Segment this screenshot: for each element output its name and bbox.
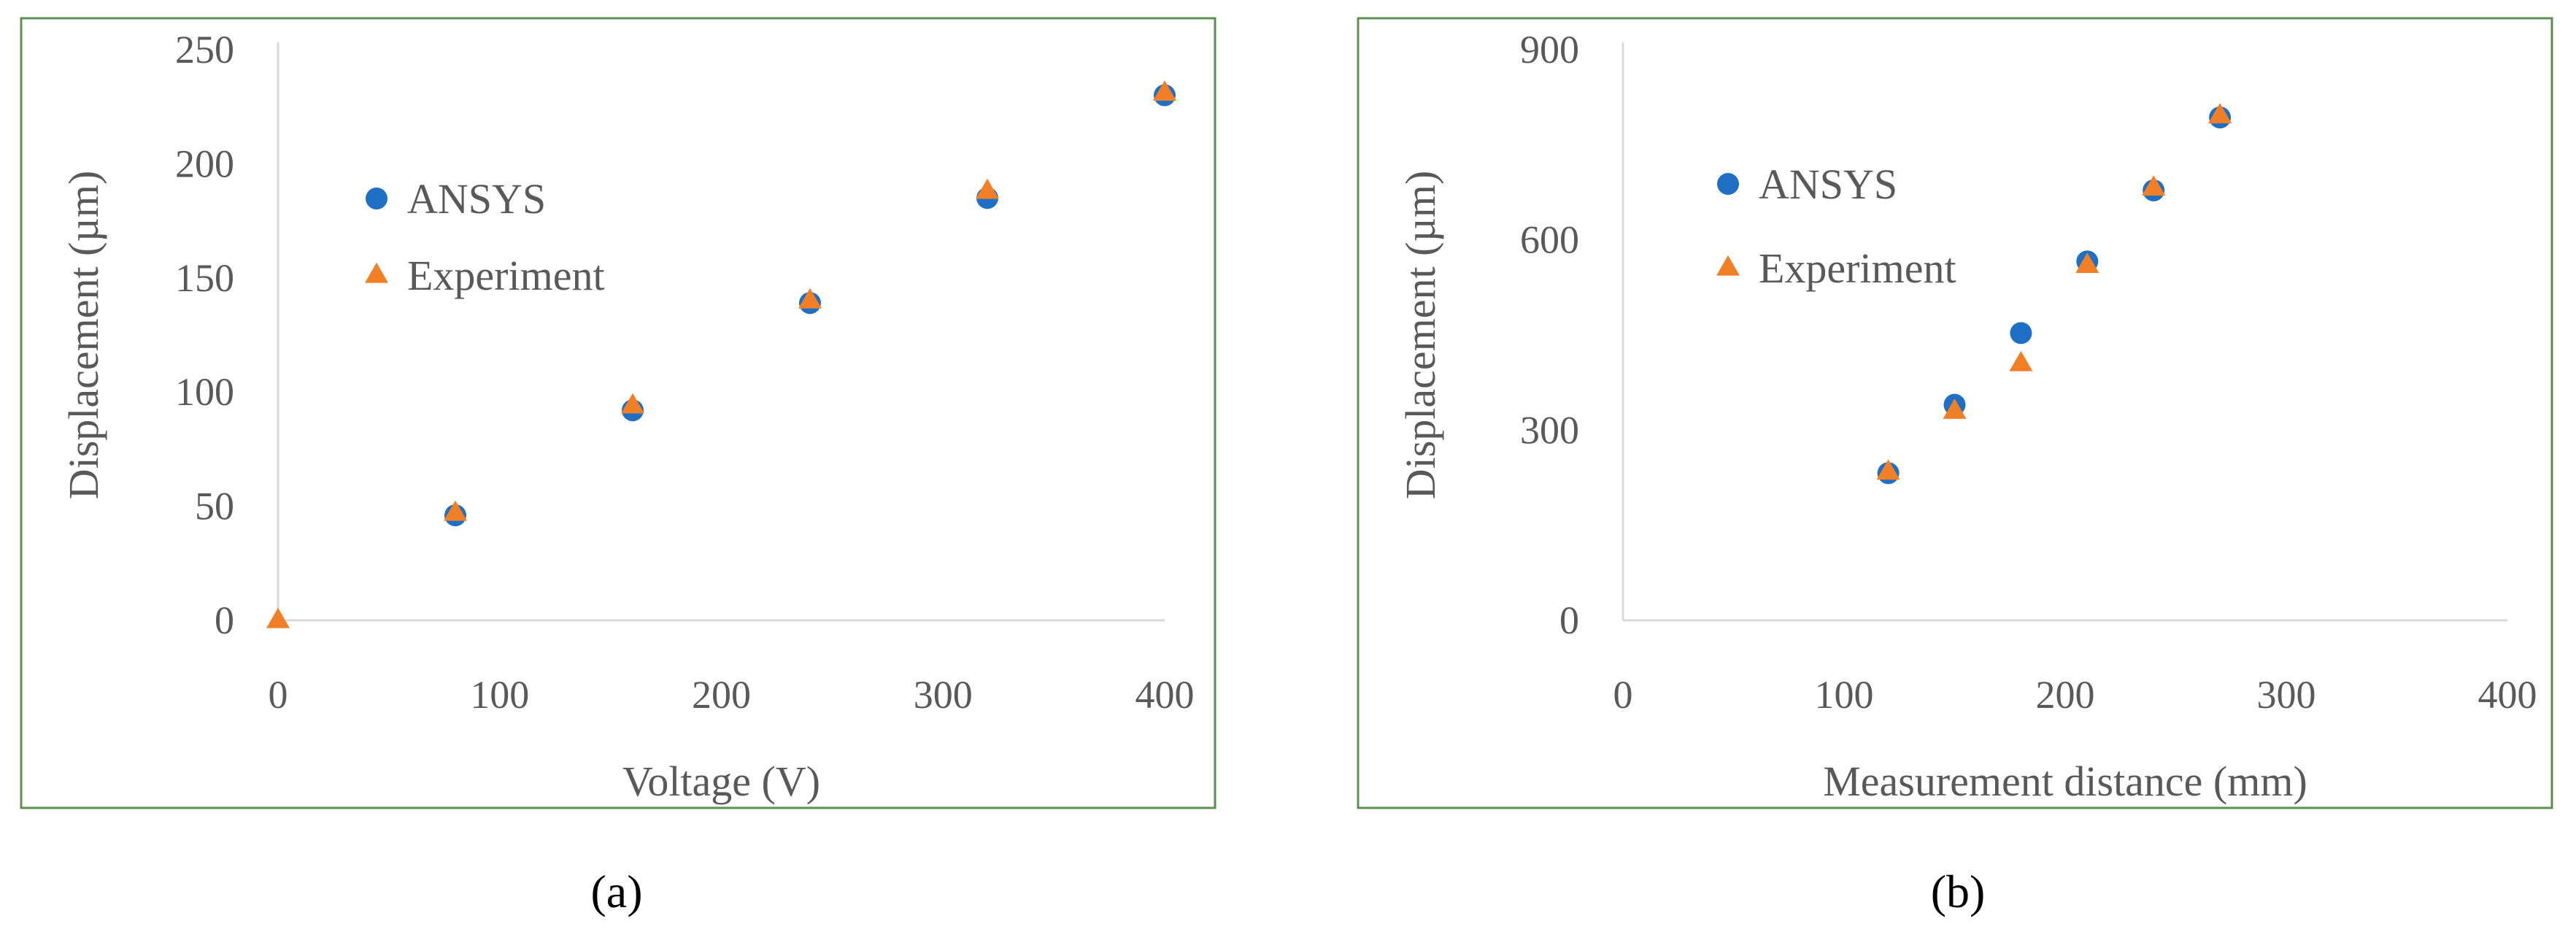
experiment-point: [2075, 253, 2099, 274]
experiment-point: [621, 393, 644, 414]
experiment-point: [2009, 350, 2033, 371]
x-tick-label: 0: [269, 673, 288, 717]
y-axis-title: Displacement (µm): [60, 171, 107, 500]
x-tick-label: 200: [2036, 673, 2095, 717]
experiment-point: [444, 500, 467, 521]
caption-a: (a): [590, 866, 643, 917]
experiment-point: [976, 178, 999, 199]
y-tick-label: 200: [175, 142, 234, 185]
y-tick-label: 50: [195, 485, 234, 528]
x-tick-label: 200: [692, 673, 751, 717]
x-tick-label: 300: [2257, 673, 2316, 717]
experiment-point: [266, 607, 290, 628]
experiment-point: [2142, 175, 2166, 196]
chart-frame: [20, 17, 1216, 809]
legend-label: ANSYS: [407, 175, 546, 223]
x-tick-label: 400: [1135, 673, 1195, 717]
chart-panel-a: 0 100 200 300 400 0 50 100 150 200 250 Voltage (V) D…: [19, 16, 1217, 810]
y-tick-label: 900: [1520, 28, 1579, 72]
chart-panel-b: 0 100 200 300 400 0 300 600 900 Measurement dista…: [1356, 16, 2554, 810]
experiment-point: [2208, 103, 2232, 123]
y-tick-label: 100: [175, 370, 234, 414]
chart-b-svg: 0 100 200 300 400 0 300 600 900 Measurement dista…: [1357, 17, 2553, 809]
legend-label: Experiment: [407, 252, 605, 299]
experiment-point: [1943, 398, 1967, 419]
experiment-point: [798, 288, 822, 309]
experiment-point: [1876, 459, 1900, 480]
x-tick-label: 100: [470, 673, 529, 717]
ansys-point: [2010, 322, 2032, 344]
x-tick-label: 100: [1815, 673, 1874, 717]
experiment-point: [1153, 80, 1176, 101]
legend-ansys-marker: [366, 188, 387, 209]
y-tick-label: 250: [175, 28, 234, 72]
legend-experiment-marker: [365, 262, 388, 283]
x-tick-label: 300: [914, 673, 973, 717]
y-tick-label: 600: [1520, 218, 1579, 262]
y-tick-label: 0: [215, 598, 234, 642]
y-tick-label: 150: [175, 256, 234, 300]
y-axis-title: Displacement (µm): [1397, 171, 1444, 500]
legend-label: Experiment: [1759, 244, 1956, 292]
chart-a-svg: 0 100 200 300 400 0 50 100 150 200 250 Voltage (V) D…: [20, 17, 1216, 809]
x-tick-label: 0: [1613, 673, 1633, 717]
legend-ansys-marker: [1717, 173, 1739, 195]
y-tick-label: 0: [1559, 598, 1579, 642]
x-tick-label: 400: [2478, 673, 2537, 717]
legend-label: ANSYS: [1759, 161, 1897, 208]
legend-experiment-marker: [1716, 255, 1740, 276]
y-tick-label: 300: [1520, 408, 1579, 452]
x-axis-title: Voltage (V): [622, 758, 820, 805]
caption-b: (b): [1930, 866, 1986, 917]
x-axis-title: Measurement distance (mm): [1823, 758, 2307, 805]
